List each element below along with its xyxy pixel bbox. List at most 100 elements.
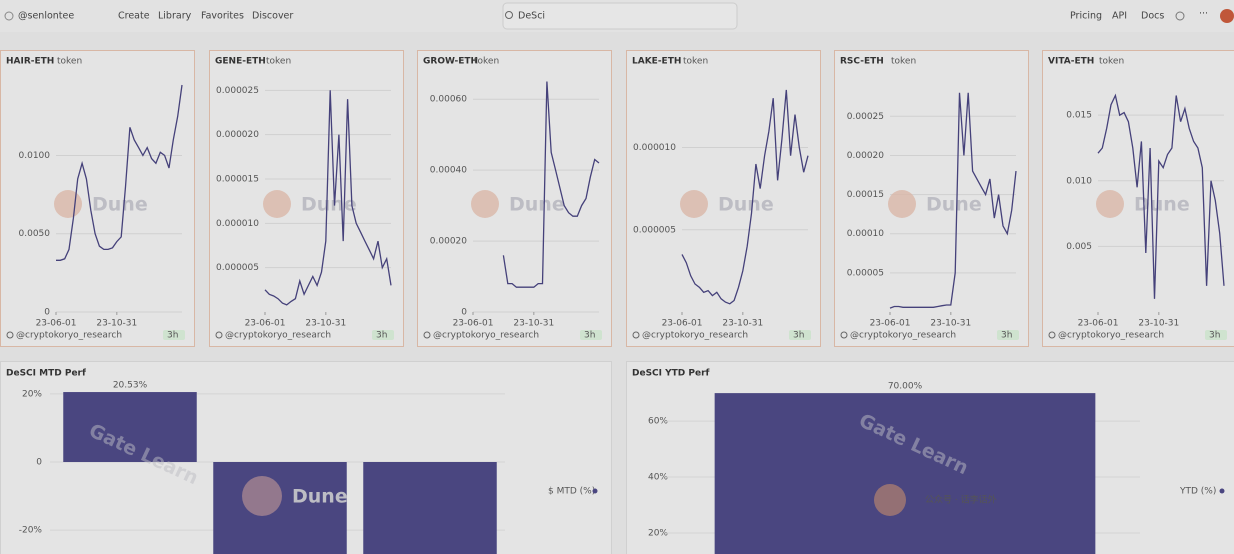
chart-title: RSC-ETH: [840, 57, 884, 67]
panel: [0, 50, 195, 347]
age: 3h: [376, 331, 387, 341]
panel: [209, 50, 404, 347]
age: 3h: [793, 331, 804, 341]
author[interactable]: @cryptokoryo_research: [642, 331, 748, 341]
x-tick-label: 23-10-31: [513, 319, 554, 329]
y-tick-label: 0.00025: [847, 112, 884, 122]
wechat-watermark: 公众号 · 话李话外: [925, 494, 997, 506]
nav-link[interactable]: API: [1112, 11, 1127, 22]
y-tick-label: 0.010: [1066, 176, 1092, 186]
y-tick-label: 0.0100: [19, 151, 51, 161]
watermark: Dune: [718, 194, 774, 216]
panel: [1042, 50, 1234, 347]
legend-dot: [592, 488, 598, 494]
author-icon: [215, 331, 223, 339]
watermark-logo: [54, 190, 82, 218]
chart-title: LAKE-ETH: [632, 57, 681, 67]
y-tick-label: 0.015: [1066, 111, 1092, 121]
watermark-logo: [680, 190, 708, 218]
x-tick-label: 23-10-31: [930, 319, 971, 329]
y-tick-label: 0.00010: [847, 229, 884, 239]
more-icon[interactable]: ···: [1199, 9, 1208, 20]
nav-link[interactable]: Library: [158, 11, 192, 22]
age: 3h: [584, 331, 595, 341]
author-icon: [6, 331, 14, 339]
search-text[interactable]: DeSci: [518, 11, 545, 22]
author-icon: [1048, 331, 1056, 339]
nav-link[interactable]: Discover: [252, 11, 293, 22]
price-line: [681, 89, 809, 305]
age: 3h: [1209, 331, 1220, 341]
nav-link[interactable]: Create: [118, 11, 150, 22]
y-tick-label: 0.000025: [216, 86, 259, 96]
chart-title: DeSCI YTD Perf: [632, 369, 710, 379]
user-name[interactable]: @senlontee: [18, 11, 74, 22]
nav-link[interactable]: Pricing: [1070, 11, 1102, 22]
author[interactable]: @cryptokoryo_research: [16, 331, 122, 341]
y-tick-label: 0.00060: [430, 95, 467, 105]
legend-dot: [1219, 488, 1225, 494]
chart-title: GROW-ETH: [423, 57, 478, 67]
value-label: 20.53%: [113, 381, 148, 391]
y-tick-label: 0.000015: [216, 174, 259, 184]
y-tick-label: 0: [36, 458, 42, 468]
y-tick-label: 60%: [648, 417, 668, 427]
chart-tag: token: [474, 57, 499, 67]
bar: [714, 393, 1096, 554]
y-tick-label: 0.0050: [19, 229, 51, 239]
watermark: Dune: [292, 486, 348, 508]
y-tick-label: 0.000005: [216, 263, 259, 273]
search-icon: [505, 11, 513, 19]
watermark: Dune: [301, 194, 357, 216]
author[interactable]: @cryptokoryo_research: [433, 331, 539, 341]
age-badge: [372, 330, 394, 340]
panel: [626, 50, 821, 347]
y-tick-label: 0.00020: [847, 151, 884, 161]
watermark: Dune: [92, 194, 148, 216]
y-tick-label: 0.000020: [216, 130, 259, 140]
author[interactable]: @cryptokoryo_research: [1058, 331, 1164, 341]
x-tick-label: 23-10-31: [1138, 319, 1179, 329]
x-tick-label: 23-06-01: [245, 319, 286, 329]
wechat-logo: [874, 484, 906, 516]
chart-tag: token: [266, 57, 291, 67]
age: 3h: [167, 331, 178, 341]
price-line: [1097, 93, 1225, 299]
watermark: Dune: [1134, 194, 1190, 216]
x-tick-label: 23-10-31: [722, 319, 763, 329]
theme-icon[interactable]: [1175, 11, 1185, 21]
chart-title: DeSCI MTD Perf: [6, 369, 86, 379]
age-badge: [1205, 330, 1227, 340]
chart-title: HAIR-ETH: [6, 57, 54, 67]
bar: [363, 462, 497, 554]
y-tick-label: 0.000010: [633, 143, 676, 153]
author-icon: [840, 331, 848, 339]
author[interactable]: @cryptokoryo_research: [850, 331, 956, 341]
legend-label: $ MTD (%): [548, 487, 595, 497]
price-line: [56, 84, 183, 261]
watermark-logo: [1096, 190, 1124, 218]
panel: [417, 50, 612, 347]
nav-link[interactable]: Favorites: [201, 11, 244, 22]
avatar[interactable]: [1220, 9, 1234, 23]
chart-title: VITA-ETH: [1048, 57, 1094, 67]
watermark-logo: [888, 190, 916, 218]
y-tick-label: 20%: [648, 529, 668, 539]
age-badge: [997, 330, 1019, 340]
author-icon: [423, 331, 431, 339]
value-label: 70.00%: [888, 382, 923, 392]
chart-tag: token: [891, 57, 916, 67]
search-box[interactable]: [502, 2, 738, 30]
y-tick-label: 0.005: [1066, 242, 1092, 252]
watermark-logo: [263, 190, 291, 218]
watermark-logo: [242, 476, 282, 516]
y-tick-label: 0.00040: [430, 166, 467, 176]
nav-link[interactable]: Docs: [1141, 11, 1164, 22]
author[interactable]: @cryptokoryo_research: [225, 331, 331, 341]
chart-tag: token: [1099, 57, 1124, 67]
x-tick-label: 23-10-31: [305, 319, 346, 329]
panel: [834, 50, 1029, 347]
x-tick-label: 23-06-01: [453, 319, 494, 329]
y-tick-label: 0.00020: [430, 237, 467, 247]
bar: [63, 392, 197, 463]
